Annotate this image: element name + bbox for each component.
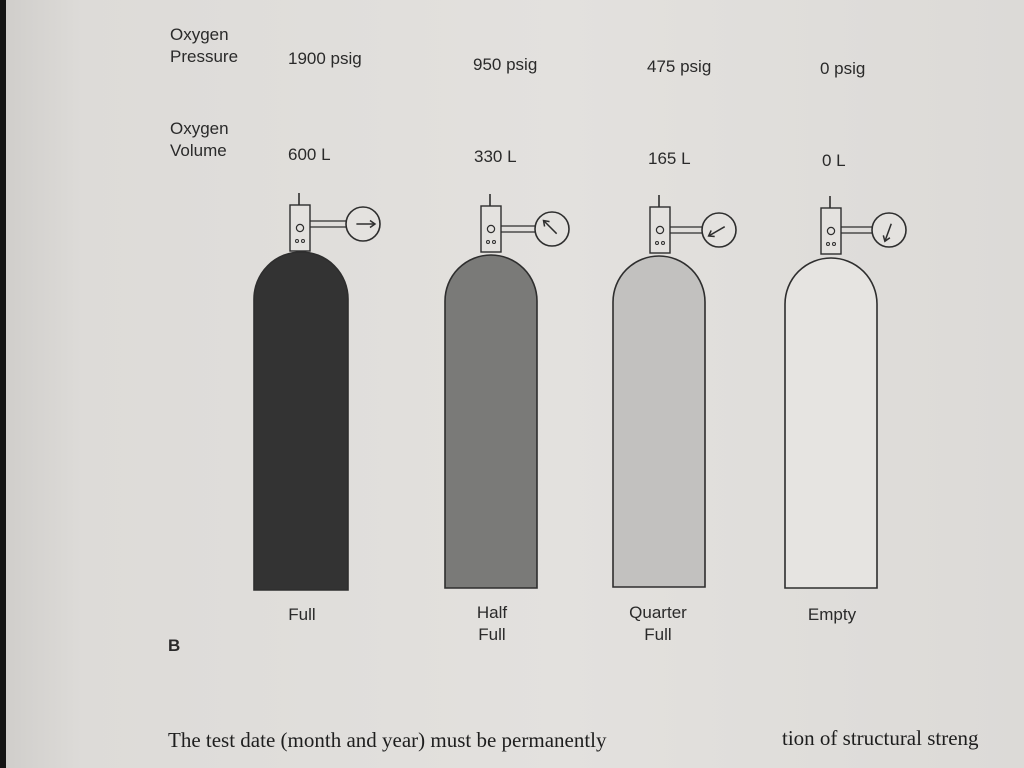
caption-full: Full	[288, 605, 316, 624]
volume-value-empty: 0 L	[822, 151, 846, 170]
cylinder-empty	[784, 196, 907, 589]
valve-dot-left-full	[295, 239, 299, 243]
gauge-needle-half	[542, 219, 558, 235]
caption-half-full: Half Full	[476, 603, 508, 644]
cylinder-half	[444, 194, 570, 589]
body-text-right: tion of structural streng	[782, 726, 979, 750]
valve-dot-left-half	[486, 240, 490, 244]
cylinder-full	[253, 193, 381, 591]
valve-block-half	[480, 205, 502, 253]
cylinder-body-quarter	[612, 255, 706, 588]
gauge-arrowhead-quarter	[707, 230, 715, 238]
gauge-needle-empty	[884, 223, 892, 242]
valve-dot-right-empty	[832, 242, 836, 246]
volume-label: Oxygen Volume	[170, 119, 229, 160]
figure-letter: B	[168, 636, 181, 655]
page-edge	[0, 0, 6, 768]
volume-value-full: 600 L	[288, 145, 331, 164]
valve-port-empty	[826, 226, 836, 236]
valve-dot-right-full	[301, 239, 305, 243]
volume-value-quarter: 165 L	[648, 149, 691, 168]
pressure-value-half: 950 psig	[473, 55, 538, 74]
cylinder-body-full	[253, 251, 349, 591]
volume-value-half: 330 L	[474, 147, 517, 166]
body-text-left: The test date (month and year) must be p…	[168, 728, 607, 752]
cylinder-body-empty	[784, 257, 878, 589]
pressure-value-full: 1900 psig	[288, 49, 362, 68]
valve-block-quarter	[649, 206, 671, 254]
valve-dot-left-quarter	[655, 241, 659, 245]
gauge-arrowhead-full	[369, 219, 377, 229]
pressure-value-empty: 0 psig	[820, 59, 866, 78]
valve-port-quarter	[655, 225, 665, 235]
valve-dot-right-quarter	[661, 241, 665, 245]
valve-dot-left-empty	[826, 242, 830, 246]
valve-block-full	[289, 204, 311, 252]
cylinder-quarter	[612, 195, 737, 588]
gauge-arrowhead-half	[542, 219, 550, 227]
gauge-arrowhead-empty	[882, 235, 891, 243]
pressure-label: Oxygen Pressure	[170, 25, 239, 66]
caption-quarter-full: Quarter Full	[629, 603, 687, 644]
valve-dot-right-half	[492, 240, 496, 244]
valve-port-full	[295, 223, 305, 233]
gauge-needle-quarter	[708, 226, 726, 237]
cylinder-body-half	[444, 254, 538, 589]
caption-empty: Empty	[807, 605, 857, 624]
valve-port-half	[486, 224, 496, 234]
pressure-value-quarter: 475 psig	[647, 57, 712, 76]
valve-block-empty	[820, 207, 842, 255]
